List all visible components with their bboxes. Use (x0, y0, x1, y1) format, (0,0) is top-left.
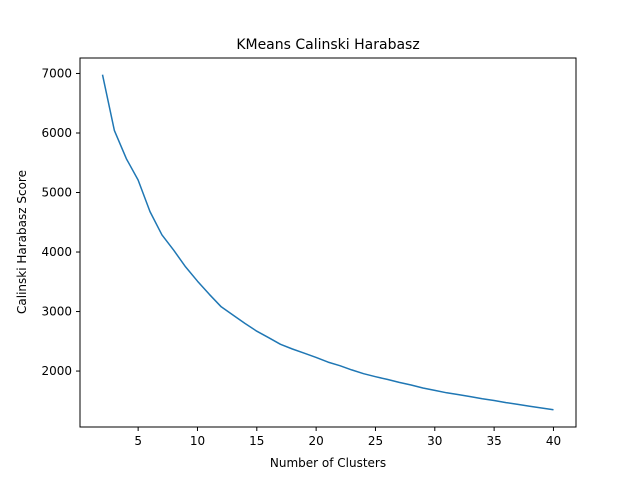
x-axis: 5 10 15 20 25 30 35 40 (134, 427, 561, 448)
x-tick-label: 10 (190, 434, 205, 448)
y-axis: 2000 3000 4000 5000 6000 7000 (41, 66, 80, 378)
y-tick-label: 3000 (41, 305, 72, 319)
x-tick-label: 40 (546, 434, 561, 448)
axes-frame (79, 57, 577, 428)
y-tick-label: 6000 (41, 126, 72, 140)
y-tick-label: 2000 (41, 364, 72, 378)
y-axis-label: Calinski Harabasz Score (15, 170, 29, 314)
y-tick-label: 7000 (41, 66, 72, 80)
x-tick-label: 30 (427, 434, 442, 448)
x-axis-label: Number of Clusters (270, 456, 386, 470)
y-tick-label: 5000 (41, 186, 72, 200)
x-tick-label: 35 (486, 434, 501, 448)
chart-title: KMeans Calinski Harabasz (236, 37, 419, 53)
x-tick-label: 20 (308, 434, 323, 448)
series-line (101, 74, 554, 411)
x-tick-label: 15 (249, 434, 264, 448)
series-layer (101, 74, 554, 411)
x-tick-label: 25 (368, 434, 383, 448)
y-tick-label: 4000 (41, 245, 72, 259)
x-tick-label: 5 (134, 434, 142, 448)
